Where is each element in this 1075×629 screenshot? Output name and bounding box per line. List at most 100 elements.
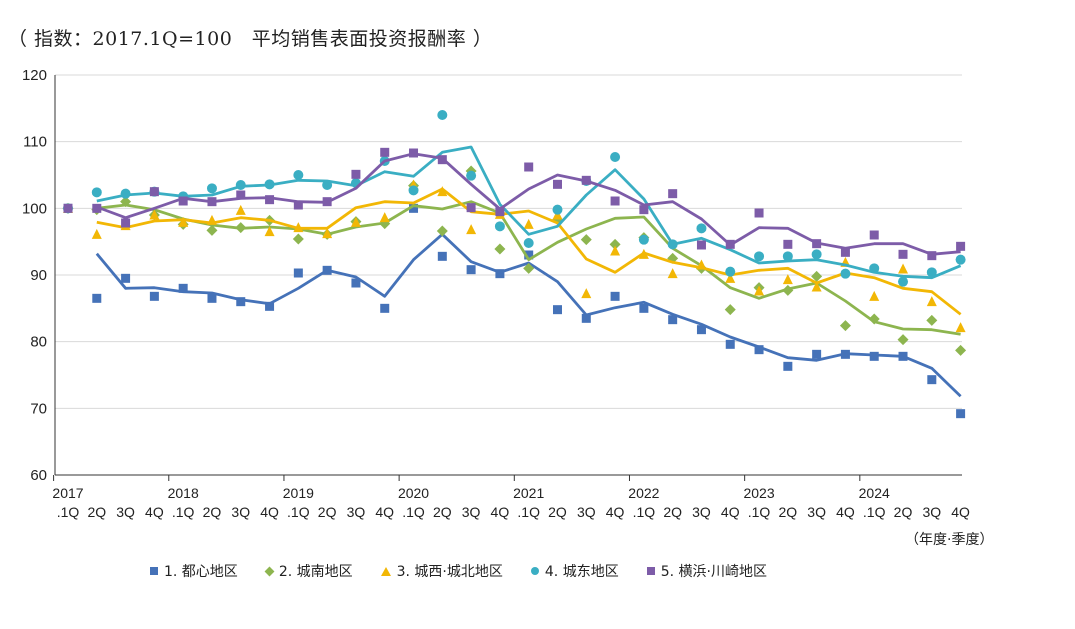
x-tick-label: 2Q [433, 504, 452, 520]
series-1-point [322, 265, 332, 275]
x-tick-label: .1Q [57, 504, 80, 520]
series-5-point [898, 249, 908, 259]
legend-square-marker-icon [646, 567, 655, 575]
x-tick-label: 4Q [951, 504, 970, 520]
x-tick-label: 3Q [462, 504, 481, 520]
x-tick-label: 3Q [347, 504, 366, 520]
series-3-point [581, 288, 592, 299]
legend-item-1: 1. 都心地区 [150, 561, 238, 581]
series-1-point [927, 375, 937, 385]
y-tick-label: 80 [30, 334, 47, 351]
series-3-point [955, 322, 966, 333]
series-3-point [869, 290, 880, 301]
series-2-point [609, 238, 621, 250]
series-5-point [380, 147, 390, 157]
series-4-point [782, 251, 793, 262]
series-4-point [667, 239, 678, 250]
series-2-point [724, 304, 736, 316]
legend-label-3: 3. 城西·城北地区 [396, 564, 503, 580]
series-3-point [264, 226, 275, 237]
x-tick-label: 2Q [318, 504, 337, 520]
series-2-point [120, 196, 132, 208]
series-1-point [725, 339, 735, 349]
year-label: 2018 [168, 485, 199, 501]
series-1-point [466, 265, 476, 275]
series-4-point [926, 267, 937, 278]
x-tick-label: 4Q [375, 504, 394, 520]
x-tick-label: .1Q [287, 504, 310, 520]
y-tick-label: 120 [22, 67, 47, 84]
series-5-point [927, 251, 937, 261]
series-3-point [610, 245, 621, 256]
series-5-point [495, 207, 505, 217]
legend-label-2: 2. 城南地区 [278, 564, 353, 580]
series-2-point [897, 334, 909, 346]
chart-title: （ 指数：2017.1Q=100 平均销售表面投资报酬率 ） [8, 28, 493, 50]
series-5-point [696, 240, 706, 250]
series-2-point [926, 314, 938, 326]
y-tick-label: 100 [22, 200, 47, 217]
series-4-point [955, 254, 966, 265]
series-3-point [754, 285, 765, 296]
series-4-point [206, 183, 217, 194]
x-tick-label: 3Q [692, 504, 711, 520]
series-3-point [322, 228, 333, 239]
year-label: 2024 [859, 485, 890, 501]
series-5-point [581, 175, 591, 185]
series-5-point [725, 239, 735, 249]
x-tick-label: .1Q [748, 504, 771, 520]
series-5-point [639, 205, 649, 215]
x-tick-label: 3Q [231, 504, 250, 520]
series-1-point [668, 315, 678, 325]
series-1-point [639, 303, 649, 313]
series-3-point [523, 218, 534, 229]
x-tick-label: .1Q [172, 504, 195, 520]
series-3-point [667, 268, 678, 279]
series-2-point [494, 243, 506, 255]
legend-label-5: 5. 横浜·川崎地区 [660, 564, 767, 580]
series-3-point [235, 204, 246, 215]
year-label: 2021 [513, 485, 544, 501]
series-1-point [524, 250, 534, 260]
series-3-point [898, 263, 909, 274]
series-3-point [91, 228, 102, 239]
legend-label-1: 1. 都心地区 [164, 564, 238, 580]
series-1-point [840, 349, 850, 359]
series-2-point [868, 313, 880, 325]
series-3-point [725, 272, 736, 283]
axis-unit-label: （年度·季度） [905, 532, 994, 548]
series-4-point [898, 276, 909, 287]
series-3-point [811, 281, 822, 292]
x-tick-label: 3Q [577, 504, 596, 520]
series-2-point [782, 284, 794, 296]
series-2-point [436, 225, 448, 237]
series-4-point [811, 249, 822, 260]
series-3-point [206, 214, 217, 225]
y-tick-label: 60 [30, 467, 47, 484]
series-2-point [580, 234, 592, 246]
series-3-point [437, 186, 448, 197]
series-2-point [811, 270, 823, 282]
series-3-point [293, 222, 304, 233]
series-5-point [812, 239, 822, 249]
y-tick-label: 70 [30, 400, 47, 417]
legend: 1. 都心地区 2. 城南地区 3. 城西·城北地区 4. 城东地区 5. 横浜… [150, 561, 767, 581]
x-tick-label: 2Q [778, 504, 797, 520]
series-1-point [812, 349, 822, 359]
series-1-point [178, 283, 188, 293]
series-1-point [236, 297, 246, 307]
x-tick-label: .1Q [863, 504, 886, 520]
series-1-point [869, 351, 879, 361]
series-1-point [754, 345, 764, 355]
series-4-point [91, 187, 102, 198]
series-1-point [121, 273, 131, 283]
legend-diamond-marker-icon [264, 566, 275, 576]
series-4-point [552, 204, 563, 215]
series-5-point [207, 197, 217, 207]
series-5-point [178, 196, 188, 206]
series-1-point [610, 291, 620, 301]
x-tick-label: 3Q [116, 504, 135, 520]
x-tick-label: 2Q [87, 504, 106, 520]
legend-item-4: 4. 城东地区 [530, 561, 619, 581]
series-1-point [92, 293, 102, 303]
